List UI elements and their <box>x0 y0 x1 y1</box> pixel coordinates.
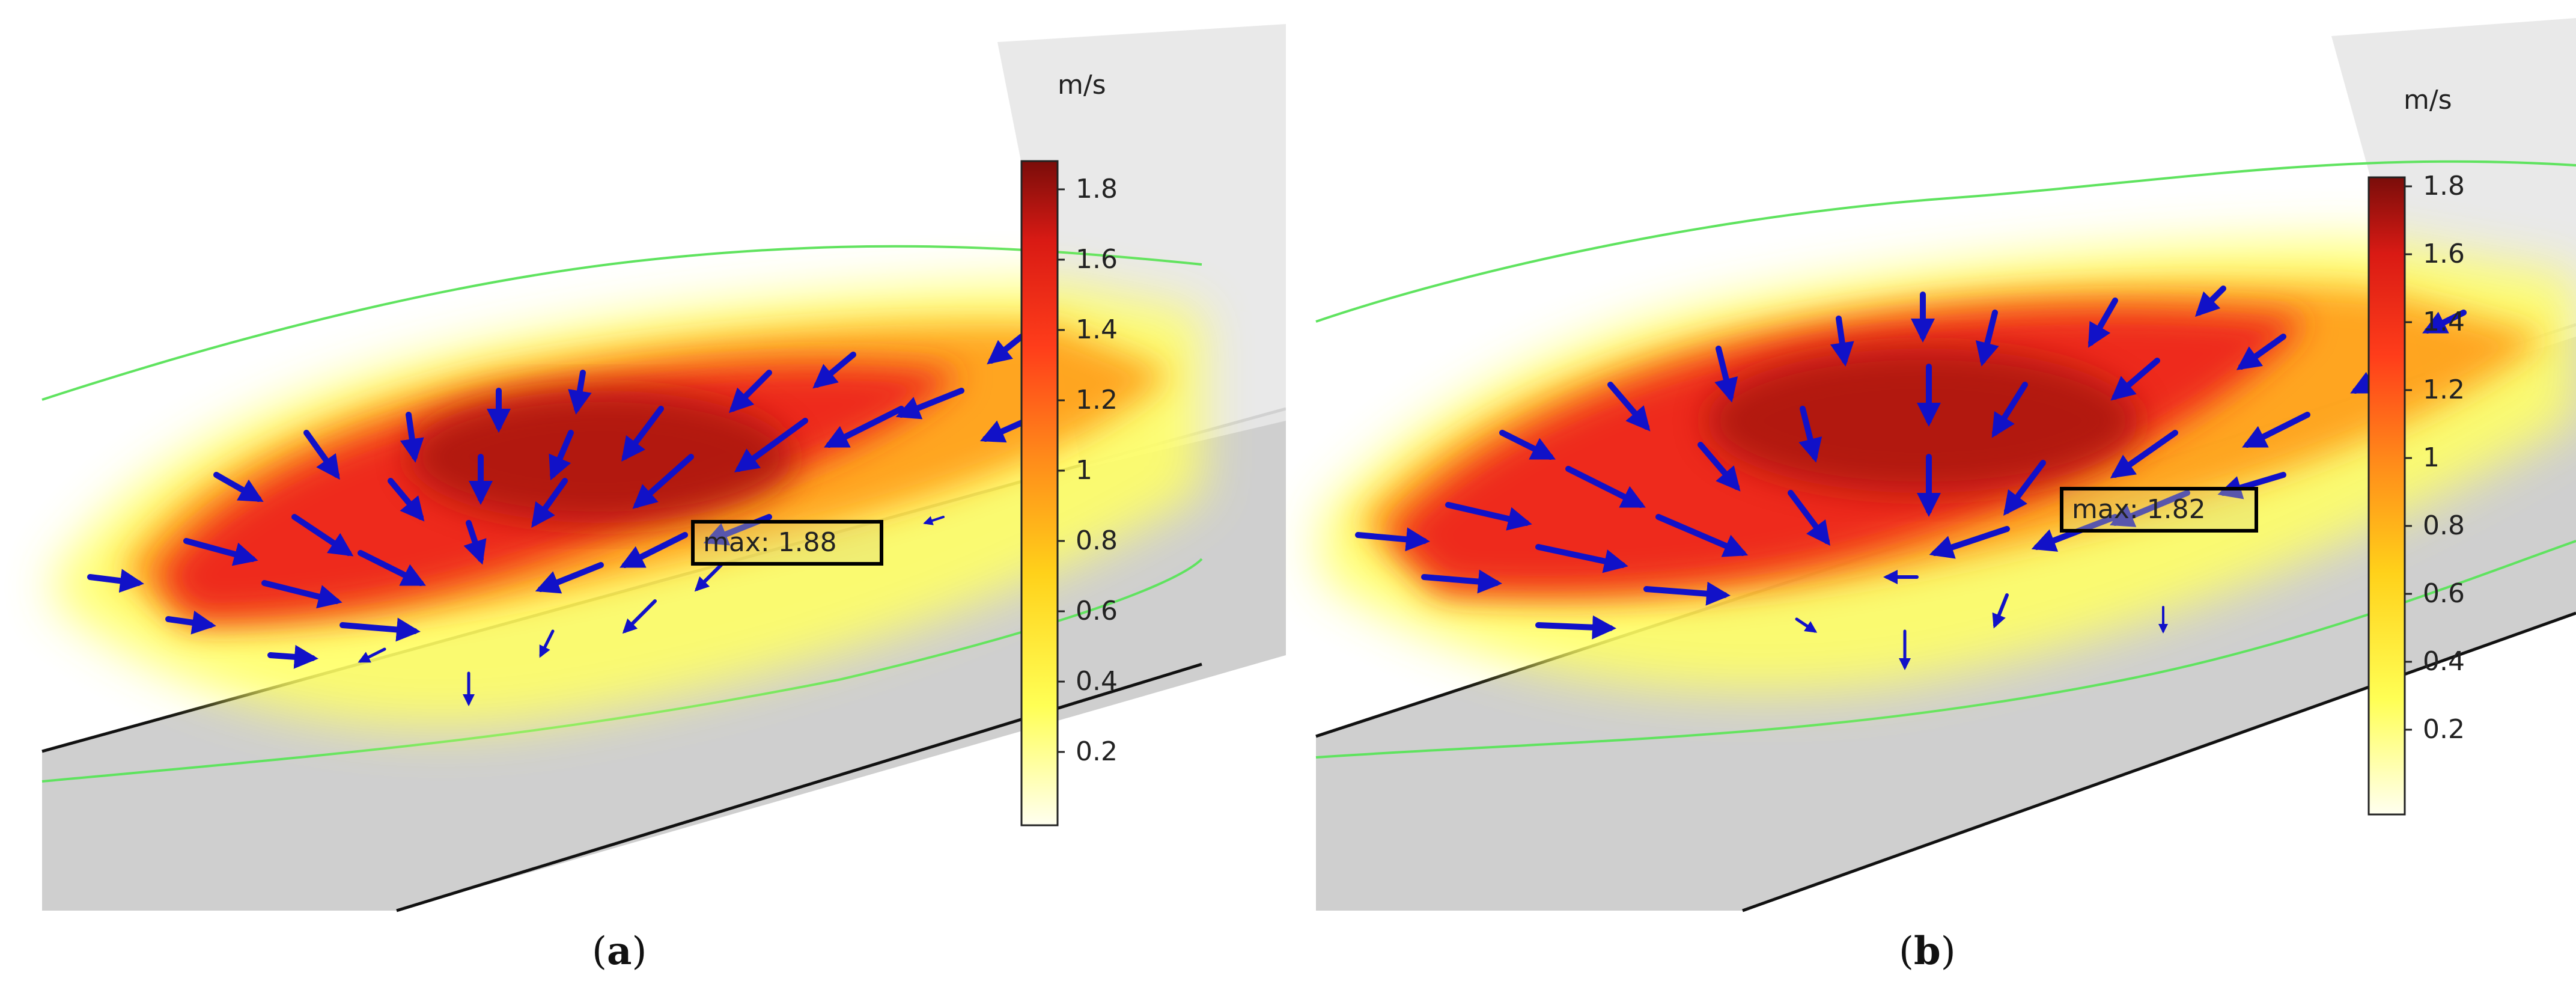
colorbar-ticks-a <box>1058 188 1065 753</box>
colorbar-tick-label: 1.6 <box>2423 239 2465 269</box>
colorbar-tick-label: 0.2 <box>2423 714 2465 745</box>
colorbar-unit: m/s <box>1058 70 1106 100</box>
colorbar-tick-label: 1.2 <box>1076 385 1118 415</box>
colorbar-a <box>1020 160 1059 826</box>
colorbar-unit: m/s <box>2404 85 2452 115</box>
colorbar-tick-label: 0.8 <box>2423 510 2465 541</box>
caption-open: ( <box>592 929 607 974</box>
colorbar-ticks-b <box>2405 185 2412 731</box>
velocity-arrows <box>1355 286 2467 670</box>
velocity-arrows <box>87 334 1043 706</box>
max-value-label: max: 1.82 <box>2060 487 2258 533</box>
colorbar-tick-label: 1 <box>2423 442 2440 473</box>
colorbar-tick-label: 0.4 <box>1076 666 1118 697</box>
panel-caption: (a) <box>592 929 647 974</box>
velocity-field-plot-b <box>1315 18 2576 912</box>
caption-letter: b <box>1913 929 1941 974</box>
max-value-label: max: 1.88 <box>691 520 883 566</box>
velocity-field-plot-a <box>41 24 1286 912</box>
colorbar-tick-label: 1.2 <box>2423 374 2465 405</box>
colorbar-tick-label: 0.6 <box>1076 596 1118 626</box>
panel-b: m/s 1.8 1.6 1.4 1.2 1 0.8 0.6 0.4 0.2 ma… <box>1286 0 2576 1005</box>
caption-letter: a <box>606 929 632 974</box>
colorbar-tick-label: 1.4 <box>1076 314 1118 345</box>
colorbar-tick-label: 0.4 <box>2423 646 2465 677</box>
colorbar-tick-label: 1.8 <box>1076 174 1118 204</box>
caption-open: ( <box>1899 929 1914 974</box>
colorbar-tick-label: 0.6 <box>2423 578 2465 609</box>
contour-lines <box>1315 160 2576 759</box>
caption-close: ) <box>1940 929 1956 974</box>
colorbar-tick-label: 1.6 <box>1076 244 1118 275</box>
panel-a: m/s 1.8 1.6 1.4 1.2 1 0.8 0.6 0.4 0.2 ma… <box>0 0 1286 1005</box>
colorbar-b <box>2367 176 2406 816</box>
panel-caption: (b) <box>1899 929 1956 974</box>
colorbar-tick-label: 1.8 <box>2423 171 2465 201</box>
colorbar-tick-label: 0.2 <box>1076 736 1118 767</box>
colorbar-tick-label: 0.8 <box>1076 525 1118 556</box>
caption-close: ) <box>632 929 647 974</box>
colorbar-tick-label: 1 <box>1076 455 1092 486</box>
colorbar-tick-label: 1.4 <box>2423 307 2465 337</box>
